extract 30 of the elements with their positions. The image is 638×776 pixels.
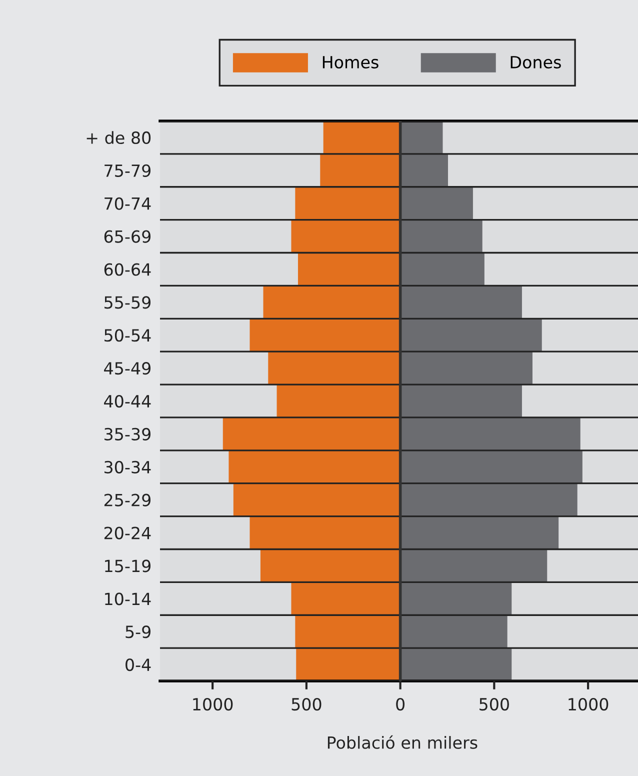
y-tick-label: 10-14: [105, 592, 151, 606]
y-tick-label: 75-79: [104, 164, 150, 177]
y-tick-label: 30-34: [104, 460, 151, 474]
x-tick-label: 1000: [193, 698, 233, 711]
bar: [400, 384, 522, 418]
y-tick-label: 20-24: [104, 526, 151, 540]
bar: [400, 648, 512, 681]
y-tick-label: 65-69: [104, 230, 150, 243]
x-tick-label: 0: [396, 698, 405, 711]
y-tick-label: 55-59: [104, 296, 150, 309]
bar: [276, 384, 400, 418]
y-tick-label: 60-64: [104, 263, 151, 276]
x-tick-label: 500: [480, 698, 509, 711]
y-tick-label: 5-9: [126, 626, 150, 638]
y-tick-label: 40-44: [104, 394, 151, 408]
y-tick-label: + de 80: [86, 131, 151, 144]
y-tick-label: 25-29: [104, 494, 150, 506]
bar: [296, 648, 400, 681]
bar: [323, 121, 400, 154]
y-tick-label: 50-54: [104, 329, 151, 342]
y-tick-label: 35-39: [104, 428, 150, 441]
x-tick-label: 1000: [568, 698, 608, 711]
y-tick-label: 45-49: [104, 362, 150, 375]
y-tick-label: 15-19: [105, 560, 150, 572]
y-tick-label: 70-74: [104, 197, 151, 210]
legend-label: Homes: [322, 56, 378, 68]
x-axis-title: Població en milers: [328, 735, 478, 749]
y-tick-label: 0-4: [126, 658, 151, 672]
legend-label: Dones: [510, 56, 561, 68]
x-tick-label: 500: [292, 698, 322, 711]
